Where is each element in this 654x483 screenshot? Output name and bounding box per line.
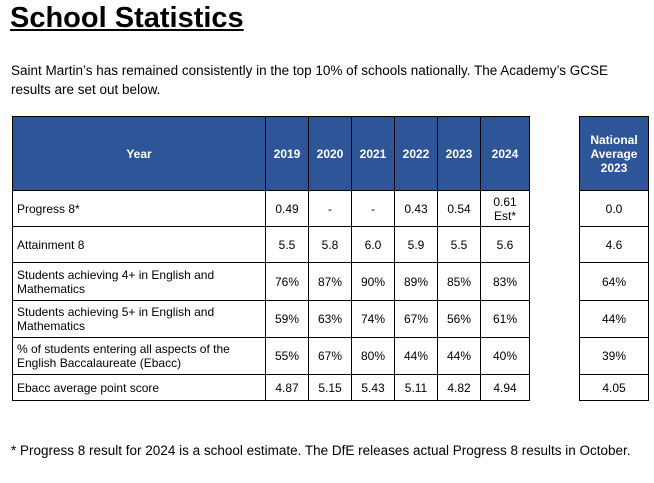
row: 39% <box>579 337 649 375</box>
header-row: National Average 2023 <box>579 116 649 191</box>
header-cell: 2021 <box>351 116 395 191</box>
value-cell: 39% <box>579 337 649 375</box>
row: Progress 8* 0.49- -0.43 0.54 0.61 Est* <box>12 190 530 227</box>
value-cell: 4.87 <box>265 374 309 401</box>
value-cell: 85% <box>437 262 481 301</box>
value-cell: 6.0 <box>351 226 395 263</box>
value-cell: 4.82 <box>437 374 481 401</box>
value-cell: 5.5 <box>265 226 309 263</box>
header-cell: 2022 <box>394 116 438 191</box>
row-label: Progress 8* <box>12 190 266 227</box>
value-cell: 83% <box>480 262 530 301</box>
value-cell: 5.8 <box>308 226 352 263</box>
value-cell: 67% <box>394 300 438 338</box>
value-cell: 63% <box>308 300 352 338</box>
value-cell: 67% <box>308 337 352 375</box>
row-label: Ebacc average point score <box>12 374 266 401</box>
value-cell: 76% <box>265 262 309 301</box>
value-cell: 0.0 <box>579 190 649 227</box>
value-cell: 61% <box>480 300 530 338</box>
header-cell: 2023 <box>437 116 481 191</box>
row: 64% <box>579 262 649 301</box>
value-cell: 64% <box>579 262 649 301</box>
value-cell: 0.49 <box>265 190 309 227</box>
value-cell: 4.94 <box>480 374 530 401</box>
value-cell: 90% <box>351 262 395 301</box>
intro: Saint Martin’s has remained consistently… <box>11 63 609 97</box>
header-cell: 2019 <box>265 116 309 191</box>
value-cell: 59% <box>265 300 309 338</box>
footnote: * Progress 8 result for 2024 is a school… <box>11 443 631 458</box>
value-cell: 74% <box>351 300 395 338</box>
header-cell: 2024 <box>480 116 530 191</box>
value-cell: 80% <box>351 337 395 375</box>
header-cell: Year <box>12 116 266 191</box>
value-cell: 44% <box>437 337 481 375</box>
value-cell: 44% <box>394 337 438 375</box>
row: 0.0 <box>579 190 649 227</box>
row: % of students entering all aspects of th… <box>12 337 530 375</box>
value-cell: 5.15 <box>308 374 352 401</box>
value-cell: 5.5 <box>437 226 481 263</box>
row: Attainment 8 5.5 5.8 6.0 5.9 5.5 5.6 <box>12 226 530 263</box>
value-cell: 5.43 <box>351 374 395 401</box>
header-cell: National Average 2023 <box>579 116 649 191</box>
value-cell: 87% <box>308 262 352 301</box>
value-cell: 5.9 <box>394 226 438 263</box>
value-cell: 56% <box>437 300 481 338</box>
value-cell: 5.6 <box>480 226 530 263</box>
row: 4.05 <box>579 374 649 401</box>
row: Students achieving 4+ in English and Mat… <box>12 262 530 301</box>
value-cell: 5.11 <box>394 374 438 401</box>
row: 44% <box>579 300 649 338</box>
value-cell: 4.05 <box>579 374 649 401</box>
value-cell: - <box>308 190 352 227</box>
row: Students achieving 5+ in English and Mat… <box>12 300 530 338</box>
value-cell: 0.61 Est* <box>480 190 530 227</box>
national-table: National Average 2023 0.0 4.6 64% 44% 39% 4.05 <box>579 116 649 401</box>
value-cell: 89% <box>394 262 438 301</box>
results-table: Year 2019 2020 2021 2022 2023 2024 Progress 8* 0… <box>12 116 530 401</box>
value-cell: 0.54 <box>437 190 481 227</box>
row-label: Students achieving 5+ in English and Mat… <box>12 300 266 338</box>
value-cell: 0.43 <box>394 190 438 227</box>
row-label: Students achieving 4+ in English and Mat… <box>12 262 266 301</box>
value-cell: 40% <box>480 337 530 375</box>
row: 4.6 <box>579 226 649 263</box>
value-cell: 44% <box>579 300 649 338</box>
value-cell: - <box>351 190 395 227</box>
header-row: Year 2019 2020 2021 2022 2023 2024 <box>12 116 530 191</box>
row: Ebacc average point score 4.87 5.15 5.43 5.1… <box>12 374 530 401</box>
header-cell: 2020 <box>308 116 352 191</box>
value-cell: 55% <box>265 337 309 375</box>
title: School Statistics <box>10 2 244 34</box>
row-label: % of students entering all aspects of th… <box>12 337 266 375</box>
row-label: Attainment 8 <box>12 226 266 263</box>
value-cell: 4.6 <box>579 226 649 263</box>
